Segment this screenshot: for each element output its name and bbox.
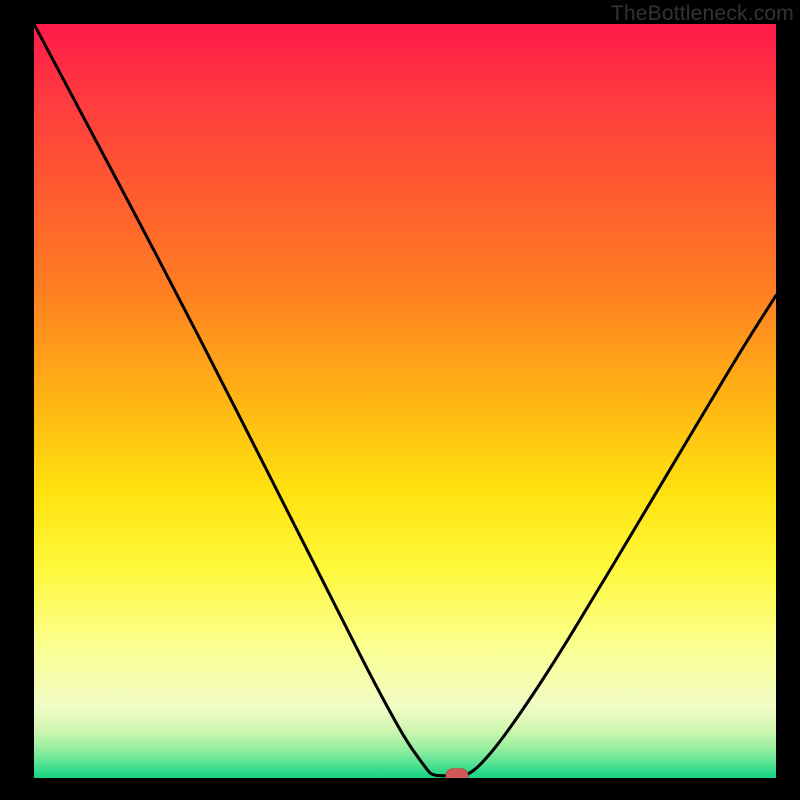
chart-frame: TheBottleneck.com: [0, 0, 800, 800]
bottleneck-chart: [34, 24, 776, 778]
watermark-text: TheBottleneck.com: [611, 2, 794, 26]
chart-svg: [34, 24, 776, 778]
optimal-point-marker: [446, 769, 468, 778]
chart-background: [34, 24, 776, 778]
